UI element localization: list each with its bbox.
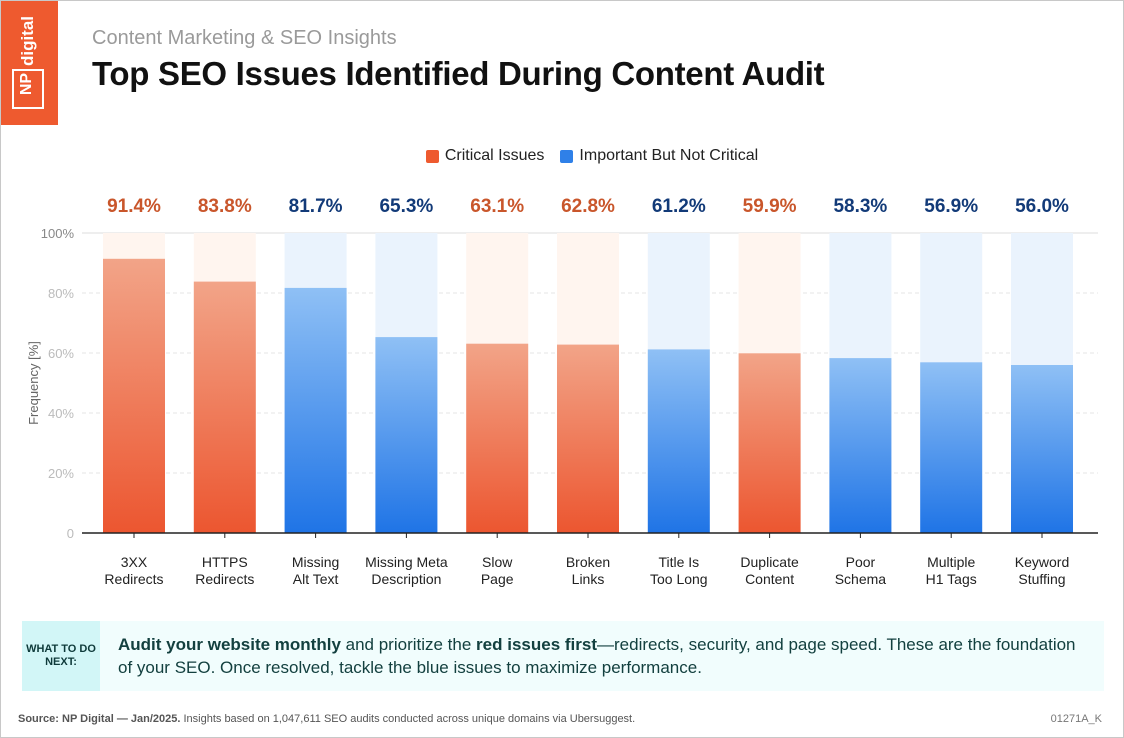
bar-chart: 020%40%60%80%100%Frequency [%]91.4%3XXRe… [26, 196, 1098, 587]
data-label: 91.4% [107, 196, 161, 217]
callout-text-2: —redirects, security, and page speed. Th… [118, 635, 1076, 677]
data-label: 59.9% [743, 196, 797, 217]
x-tick-label: Alt Text [293, 571, 339, 587]
x-tick-label: Missing Meta [365, 554, 448, 570]
x-tick-label: Poor [846, 554, 876, 570]
source-text: Insights based on 1,047,611 SEO audits c… [180, 713, 636, 725]
x-tick-label: Description [371, 571, 441, 587]
callout-text: Audit your website monthly and prioritiz… [118, 633, 1088, 679]
logo-box [12, 69, 44, 109]
x-tick-label: Broken [566, 554, 610, 570]
np-digital-logo: NP digital [1, 1, 58, 125]
bar [193, 281, 256, 533]
legend-item-critical: Critical Issues [425, 147, 545, 165]
bar [920, 362, 983, 533]
y-tick-label: 20% [48, 466, 74, 481]
x-tick-label: Duplicate [740, 554, 799, 570]
data-label: 65.3% [379, 196, 433, 217]
chart-title: Top SEO Issues Identified During Content… [92, 55, 825, 92]
bar [738, 353, 801, 533]
data-label: 83.8% [198, 196, 252, 217]
y-tick-label: 60% [48, 346, 74, 361]
legend: Critical Issues Important But Not Critic… [0, 147, 1124, 165]
subtitle: Content Marketing & SEO Insights [92, 27, 397, 49]
x-tick-label: Content [745, 571, 794, 587]
y-axis-label: Frequency [%] [26, 341, 41, 425]
x-tick-label: Schema [835, 571, 887, 587]
x-tick-label: H1 Tags [926, 571, 977, 587]
bar [375, 337, 438, 533]
x-tick-label: Missing [292, 554, 339, 570]
y-tick-label: 80% [48, 286, 74, 301]
x-tick-label: Multiple [927, 554, 975, 570]
x-tick-label: Links [572, 571, 605, 587]
bar [103, 258, 165, 533]
x-tick-label: 3XX [121, 554, 148, 570]
legend-item-important: Important But Not Critical [560, 147, 758, 165]
bar [284, 287, 347, 533]
x-tick-label: Too Long [650, 571, 708, 587]
what-to-do-next-callout: WHAT TO DO NEXT: Audit your website mont… [22, 621, 1104, 691]
x-tick-label: Redirects [195, 571, 254, 587]
x-tick-label: HTTPS [202, 554, 248, 570]
bar [1011, 365, 1073, 533]
bar [829, 358, 892, 533]
x-tick-label: Slow [482, 554, 513, 570]
legend-label-important: Important But Not Critical [579, 147, 759, 164]
x-tick-label: Page [481, 571, 514, 587]
x-tick-label: Keyword [1015, 554, 1069, 570]
data-label: 56.9% [924, 196, 978, 217]
y-tick-label: 100% [41, 226, 75, 241]
callout-tag: WHAT TO DO NEXT: [22, 621, 100, 691]
y-tick-label: 40% [48, 406, 74, 421]
data-label: 56.0% [1015, 196, 1069, 217]
callout-text-1: and prioritize the [340, 635, 477, 654]
source-note: Source: NP Digital — Jan/2025. Insights … [18, 713, 635, 725]
y-tick-label: 0 [67, 526, 74, 541]
bar [466, 343, 529, 533]
x-tick-label: Stuffing [1018, 571, 1065, 587]
data-label: 62.8% [561, 196, 615, 217]
x-tick-label: Title Is [658, 554, 699, 570]
legend-swatch-critical [425, 149, 439, 163]
legend-swatch-important [560, 149, 574, 163]
data-label: 81.7% [289, 196, 343, 217]
callout-bold-2: red issues first [476, 635, 597, 654]
data-label: 61.2% [652, 196, 706, 217]
x-tick-label: Redirects [104, 571, 163, 587]
source-bold: Source: NP Digital — Jan/2025. [18, 713, 181, 725]
data-label: 58.3% [833, 196, 887, 217]
bar [647, 349, 710, 533]
legend-label-critical: Critical Issues [444, 147, 545, 164]
document-code: 01271A_K [1050, 713, 1102, 725]
bar [557, 344, 619, 533]
data-label: 63.1% [470, 196, 524, 217]
callout-bold-1: Audit your website monthly [118, 635, 341, 654]
